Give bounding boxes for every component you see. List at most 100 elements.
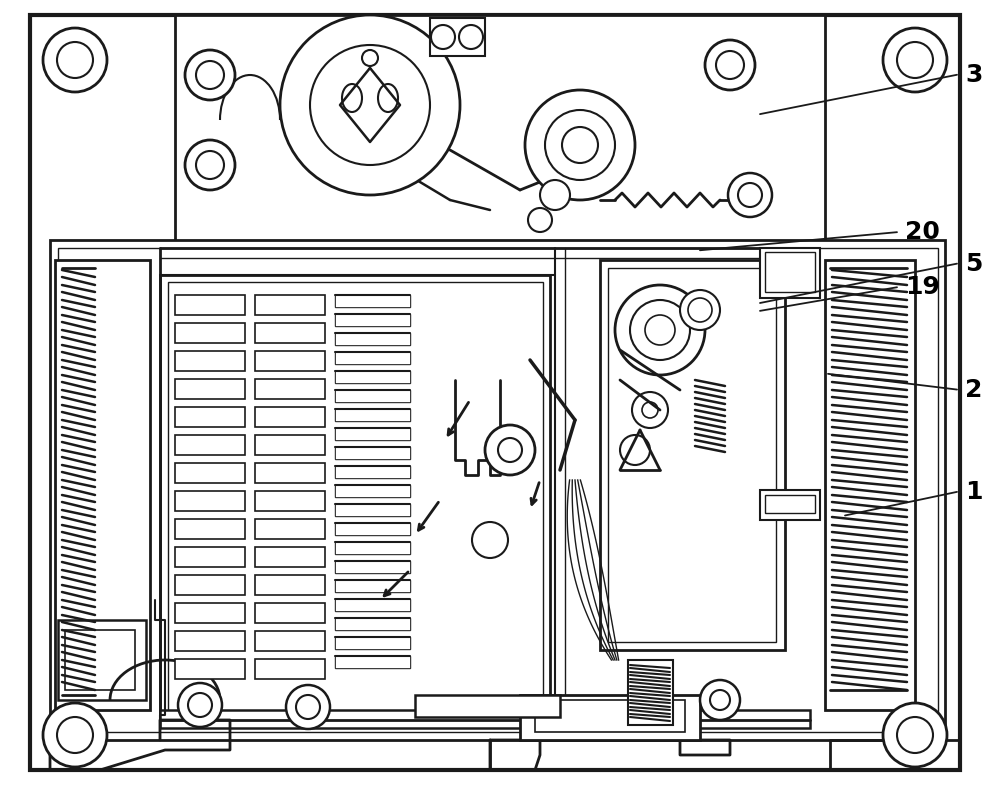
Bar — [760, 248, 820, 298]
Bar — [58, 248, 938, 732]
Bar — [175, 379, 245, 399]
Bar — [628, 660, 673, 725]
Circle shape — [540, 180, 570, 210]
Circle shape — [431, 25, 455, 49]
Bar — [58, 620, 146, 700]
Circle shape — [642, 402, 658, 418]
Bar — [335, 637, 410, 649]
Bar — [175, 575, 245, 595]
Bar — [335, 390, 410, 402]
Bar — [175, 351, 245, 371]
Bar — [255, 463, 325, 483]
Bar — [160, 710, 810, 728]
Circle shape — [728, 173, 772, 217]
Bar — [255, 575, 325, 595]
Circle shape — [178, 683, 222, 727]
Text: 20: 20 — [905, 220, 940, 244]
Bar — [765, 495, 815, 513]
Circle shape — [705, 40, 755, 90]
Bar — [825, 260, 915, 710]
Bar — [765, 252, 815, 292]
Circle shape — [615, 285, 705, 375]
Circle shape — [310, 45, 430, 165]
Bar — [255, 295, 325, 315]
Circle shape — [738, 183, 762, 207]
Bar — [255, 407, 325, 427]
Bar — [335, 599, 410, 611]
Bar — [335, 523, 410, 535]
Bar — [175, 603, 245, 623]
Bar — [50, 240, 945, 740]
Bar — [335, 485, 410, 497]
Circle shape — [188, 693, 212, 717]
Bar — [255, 631, 325, 651]
Bar — [335, 333, 410, 345]
Text: 3: 3 — [965, 63, 982, 87]
Bar — [175, 659, 245, 679]
Circle shape — [525, 90, 635, 200]
Bar — [335, 314, 410, 326]
Bar — [255, 547, 325, 567]
Bar — [175, 323, 245, 343]
Bar — [175, 631, 245, 651]
Circle shape — [498, 438, 522, 462]
Text: 1: 1 — [965, 480, 982, 504]
Circle shape — [185, 50, 235, 100]
Circle shape — [630, 300, 690, 360]
Bar — [335, 504, 410, 516]
Bar — [255, 323, 325, 343]
Circle shape — [485, 425, 535, 475]
Bar — [335, 314, 410, 326]
Circle shape — [710, 690, 730, 710]
Bar — [335, 447, 410, 459]
Bar — [335, 580, 410, 592]
Bar — [255, 603, 325, 623]
Bar — [335, 295, 410, 307]
Bar — [415, 695, 560, 717]
Bar — [335, 352, 410, 364]
Bar — [608, 268, 776, 642]
Bar — [335, 523, 410, 535]
Bar — [335, 504, 410, 516]
Circle shape — [43, 703, 107, 767]
Bar — [175, 519, 245, 539]
Circle shape — [883, 28, 947, 92]
Circle shape — [897, 42, 933, 78]
Bar — [335, 390, 410, 402]
Circle shape — [528, 208, 552, 232]
Circle shape — [57, 717, 93, 753]
Bar — [175, 547, 245, 567]
Circle shape — [883, 703, 947, 767]
Bar — [335, 466, 410, 478]
Bar — [335, 542, 410, 554]
Bar — [335, 409, 410, 421]
Circle shape — [645, 315, 675, 345]
Bar — [335, 656, 410, 668]
Bar — [255, 491, 325, 511]
Circle shape — [680, 290, 720, 330]
Bar — [255, 435, 325, 455]
Circle shape — [700, 680, 740, 720]
Bar — [335, 580, 410, 592]
Bar — [175, 295, 245, 315]
Bar — [335, 428, 410, 440]
Circle shape — [280, 15, 460, 195]
Bar — [255, 659, 325, 679]
Bar — [335, 561, 410, 573]
Bar — [335, 542, 410, 554]
Bar — [335, 295, 410, 307]
Bar — [335, 371, 410, 383]
Bar — [430, 18, 485, 56]
Circle shape — [296, 695, 320, 719]
Circle shape — [43, 28, 107, 92]
Bar — [335, 466, 410, 478]
Bar — [520, 695, 700, 740]
Circle shape — [57, 42, 93, 78]
Circle shape — [688, 298, 712, 322]
Circle shape — [897, 717, 933, 753]
Circle shape — [716, 51, 744, 79]
Bar — [335, 637, 410, 649]
Circle shape — [472, 522, 508, 558]
Circle shape — [632, 392, 668, 428]
Bar — [335, 371, 410, 383]
